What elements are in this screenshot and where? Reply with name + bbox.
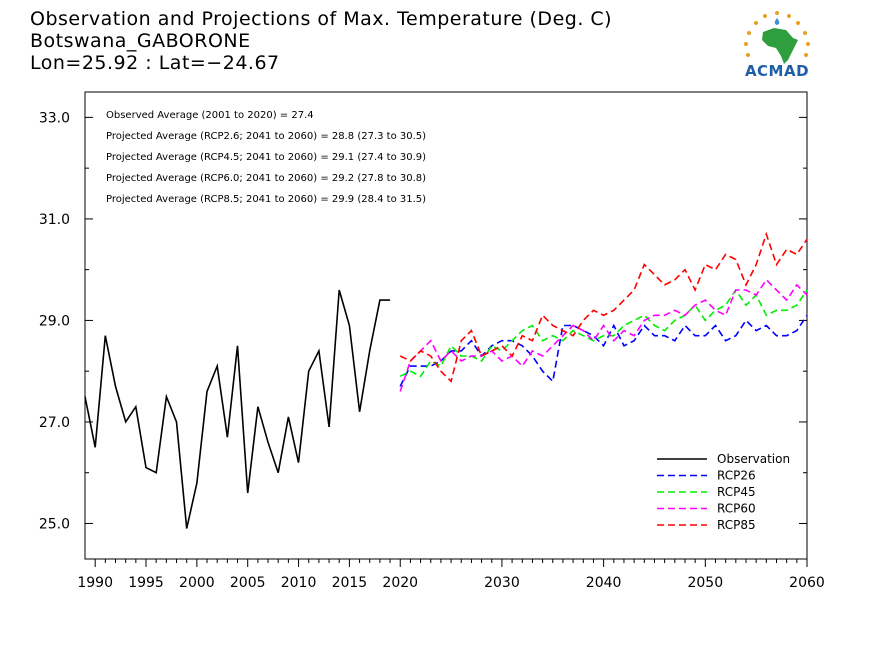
legend-label: Observation: [717, 452, 790, 466]
logo-text: ACMAD: [744, 62, 810, 80]
legend-label: RCP60: [717, 502, 756, 516]
legend-label: RCP45: [717, 485, 756, 499]
series-line-observation: [84, 289, 391, 529]
series-line-rcp26: [399, 314, 808, 387]
x-tick-label: 1995: [128, 575, 164, 591]
x-tick-label: 2005: [230, 575, 266, 591]
series-line-rcp85: [399, 231, 808, 383]
legend-label: RCP26: [717, 469, 756, 483]
x-tick-label: 2010: [281, 575, 317, 591]
chart-title: Observation and Projections of Max. Temp…: [30, 8, 613, 30]
y-tick-label: 27.0: [39, 415, 70, 431]
stats-annotations: Observed Average (2001 to 2020) = 27.4 Pr…: [106, 110, 426, 205]
x-tick-label: 2060: [789, 575, 825, 591]
x-tick-label: 2030: [484, 575, 520, 591]
y-tick-label: 33.0: [39, 110, 70, 126]
legend-label: RCP85: [717, 518, 756, 532]
y-tick-label: 25.0: [39, 516, 70, 532]
stat-line: Observed Average (2001 to 2020) = 27.4: [106, 110, 314, 121]
station-coordinates: Lon=25.92 : Lat=−24.67: [30, 52, 280, 74]
x-tick-label: 2020: [382, 575, 418, 591]
y-tick-label: 29.0: [39, 313, 70, 329]
title-block: Observation and Projections of Max. Temp…: [30, 8, 612, 74]
y-axis: 25.0 27.0 29.0 31.0 33.0: [39, 110, 807, 532]
legend: Observation RCP26 RCP45 RCP60 RCP85: [657, 452, 790, 532]
x-tick-label: 1990: [77, 575, 113, 591]
series-lines: [84, 231, 808, 529]
stat-line: Projected Average (RCP8.5; 2041 to 2060)…: [106, 194, 426, 205]
x-tick-label: 2050: [687, 575, 723, 591]
x-tick-label: 2040: [586, 575, 622, 591]
series-line-rcp45: [399, 288, 808, 378]
acmad-africa-logo-icon: [744, 11, 810, 64]
stat-line: Projected Average (RCP4.5; 2041 to 2060)…: [106, 152, 426, 163]
series-line-rcp60: [399, 278, 808, 392]
x-tick-label: 2000: [179, 575, 215, 591]
x-tick-label: 2015: [332, 575, 368, 591]
plot-frame: [84, 91, 808, 560]
x-axis: 1990 1995 2000 2005 2010 2015 2020 2030 2040 2050…: [77, 559, 825, 591]
y-tick-label: 31.0: [39, 212, 70, 228]
station-name: Botswana_GABORONE: [30, 30, 251, 52]
stat-line: Projected Average (RCP2.6; 2041 to 2060)…: [106, 131, 426, 142]
stat-line: Projected Average (RCP6.0; 2041 to 2060)…: [106, 173, 426, 184]
